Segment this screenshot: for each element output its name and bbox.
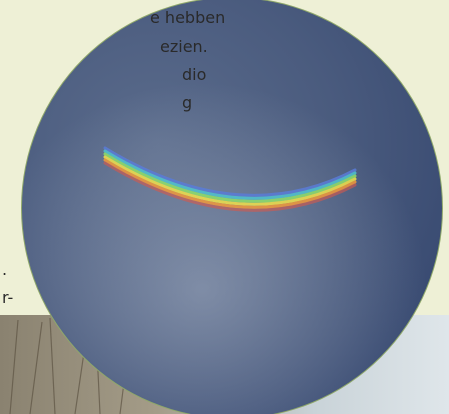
text-line: g (182, 93, 193, 112)
text-line: r- (2, 288, 14, 307)
text-line: ezien. (160, 37, 208, 56)
text-line: dio (182, 65, 207, 84)
rainbow-arc (103, 146, 357, 212)
text-line: e hebben (150, 8, 226, 27)
text-line: . (2, 260, 8, 279)
